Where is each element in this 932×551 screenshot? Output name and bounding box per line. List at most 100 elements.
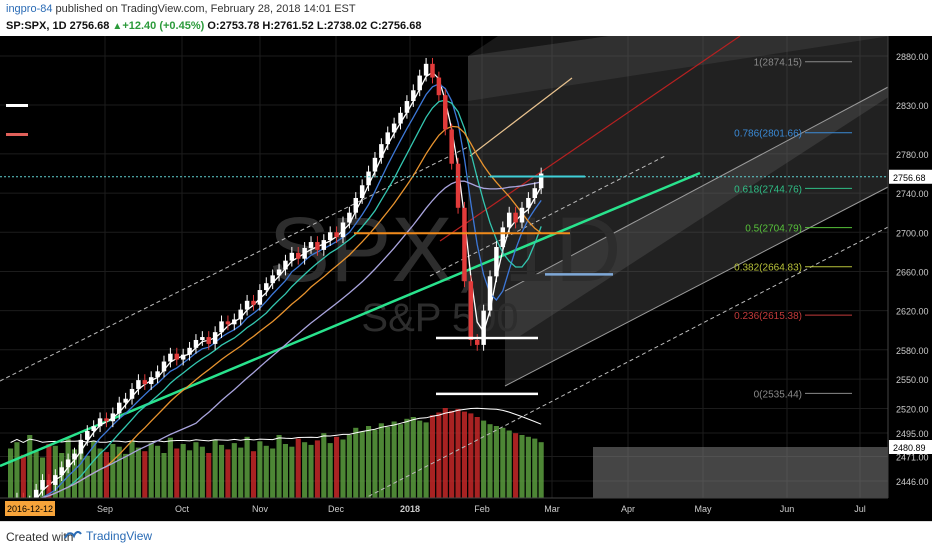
- volume-bar: [302, 442, 308, 498]
- symbol-label: SP:SPX, 1D: [6, 20, 67, 32]
- candle-body: [506, 212, 512, 228]
- volume-bar: [167, 437, 173, 498]
- volume-bar: [455, 408, 461, 498]
- volume-bar: [155, 445, 161, 498]
- candle-body: [180, 354, 186, 360]
- candle-body: [129, 388, 135, 399]
- candle-body: [33, 489, 39, 502]
- candle-body: [85, 431, 90, 440]
- lower-channel: [505, 86, 890, 386]
- fib-label: 0.618(2744.76): [734, 184, 802, 195]
- tradingview-logo-icon: [64, 530, 82, 539]
- publish-info: ingpro-84 published on TradingView.com, …: [6, 3, 356, 15]
- legend-mark-white: [6, 104, 28, 107]
- volume-bar: [372, 429, 378, 498]
- volume-bar: [218, 444, 225, 498]
- volume-bar: [442, 408, 448, 498]
- volume-ma-line: [10, 407, 542, 444]
- volume-bar: [468, 413, 474, 498]
- candle-body: [116, 402, 122, 414]
- volume-bar: [385, 426, 391, 498]
- volume-bar: [378, 423, 384, 498]
- candle-body: [366, 171, 371, 186]
- upper-channel-cap: [468, 36, 890, 101]
- volume-bar: [206, 453, 212, 498]
- candles: [8, 57, 544, 517]
- volume-bar: [270, 448, 276, 498]
- volume-bar: [225, 449, 231, 498]
- volume-bar: [417, 420, 423, 498]
- volume-bar: [187, 450, 193, 498]
- author-link[interactable]: ingpro-84: [6, 3, 53, 15]
- volume-bar: [123, 453, 129, 498]
- candle-body: [391, 123, 397, 133]
- candle-body: [59, 467, 64, 476]
- fib-label: 0.786(2801.66): [734, 129, 802, 140]
- price-chart[interactable]: SPX, 1D S&P 500 1(2874.15) 0.786(2801.66)…: [0, 36, 932, 521]
- volume-bar: [193, 442, 199, 498]
- candle-body: [142, 380, 148, 385]
- tradingview-link[interactable]: TradingView: [86, 529, 153, 543]
- volume-bar: [519, 435, 525, 498]
- time-axis[interactable]: Sep Oct Nov Dec 2018 Feb Mar Apr May Jun Jul 2016-1…: [0, 497, 932, 521]
- candle-body: [251, 300, 256, 305]
- candle-body: [53, 475, 58, 485]
- candle-body: [219, 321, 224, 333]
- candle-body: [321, 240, 327, 250]
- volume-bar: [238, 447, 244, 498]
- price-tick-label: 2446.00: [896, 477, 929, 487]
- volume-bar: [91, 441, 97, 498]
- fib-label: 0(2535.44): [754, 389, 802, 400]
- price-tick-label: 2495.00: [896, 429, 929, 439]
- candle-body: [225, 321, 231, 325]
- trendline-green: [0, 171, 701, 468]
- volume-bar: [27, 435, 33, 498]
- volume-bar: [8, 448, 14, 498]
- volume-bar: [449, 410, 455, 498]
- volume-bar: [513, 433, 519, 498]
- candle-body: [174, 353, 180, 360]
- volume-bar: [212, 439, 218, 498]
- open-value: 2753.78: [219, 20, 260, 32]
- candle-body: [372, 157, 378, 172]
- candle-body: [494, 246, 499, 277]
- fib-label: 0.236(2615.38): [734, 311, 802, 322]
- candle-body: [148, 377, 154, 385]
- legend-marks: [6, 104, 28, 136]
- candle-body: [276, 269, 282, 276]
- candle-body: [283, 260, 288, 270]
- candle-body: [200, 337, 205, 340]
- price-axis[interactable]: 2880.00 2830.00 2780.00 2740.00 2700.00 2660.…: [887, 36, 932, 521]
- low-value: 2738.02: [327, 20, 367, 32]
- volume-bar: [289, 446, 295, 498]
- candle-body: [257, 290, 263, 305]
- watermark-name: S&P 500: [361, 296, 518, 340]
- price-tick-label: 2780.00: [896, 150, 929, 160]
- watermark-symbol: SPX, 1D: [269, 199, 622, 301]
- current-price-text: 2756.68: [893, 173, 926, 183]
- trendline-red: [439, 36, 741, 242]
- candle-body: [123, 398, 128, 403]
- volume-ma-text: 2480.89: [893, 443, 926, 453]
- last-price: 2756.68: [69, 20, 110, 32]
- ma-lavender-line: [10, 180, 542, 508]
- price-tick-label: 2700.00: [896, 228, 929, 238]
- volume-bar: [97, 448, 103, 498]
- time-tick-label: Nov: [252, 504, 269, 514]
- candle-body: [97, 418, 103, 427]
- volume-bar: [429, 415, 436, 498]
- fib-levels: 1(2874.15) 0.786(2801.66) 0.618(2744.76) 0.…: [734, 58, 852, 400]
- volume-bar: [334, 436, 340, 498]
- candle-body: [423, 63, 429, 76]
- candle-body: [104, 418, 109, 422]
- volume-bar: [314, 440, 320, 498]
- price-tick-label: 2550.00: [896, 375, 929, 385]
- candle-body: [449, 129, 454, 164]
- volume-bar: [282, 444, 289, 498]
- volume-bar: [410, 417, 416, 498]
- price-tick-label: 2580.00: [896, 346, 929, 356]
- volume-bar: [487, 424, 493, 498]
- volume-bar: [110, 444, 116, 498]
- volume-bar: [250, 451, 257, 498]
- candle-body: [532, 188, 538, 198]
